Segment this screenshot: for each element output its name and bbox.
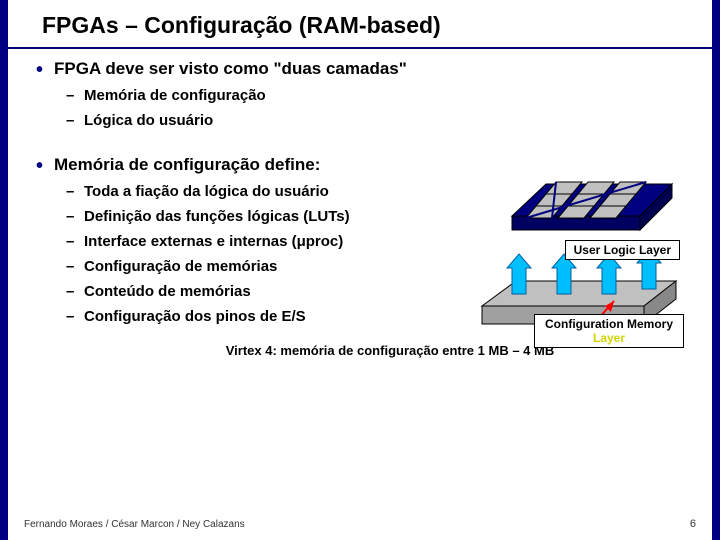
bullet-1a: Memória de configuração [54,87,684,104]
footer-authors: Fernando Moraes / César Marcon / Ney Cal… [24,519,245,530]
diagram-label-config-l2: Layer [593,331,625,345]
bullet-1: FPGA deve ser visto como "duas camadas" … [36,59,684,129]
bullet-list: FPGA deve ser visto como "duas camadas" … [36,59,684,129]
page-number: 6 [690,518,696,530]
diagram-label-config-l1: Configuration Memory [545,317,673,331]
bullet-2-text: Memória de configuração define: [54,155,320,174]
slide: FPGAs – Configuração (RAM-based) FPGA de… [8,0,712,540]
slide-title: FPGAs – Configuração (RAM-based) [8,0,712,49]
diagram-label-user-logic: User Logic Layer [565,240,680,260]
bullet-1b: Lógica do usuário [54,112,684,129]
diagram-label-config-memory: Configuration Memory Layer [534,314,684,348]
bullet-1-text: FPGA deve ser visto como "duas camadas" [54,59,407,78]
